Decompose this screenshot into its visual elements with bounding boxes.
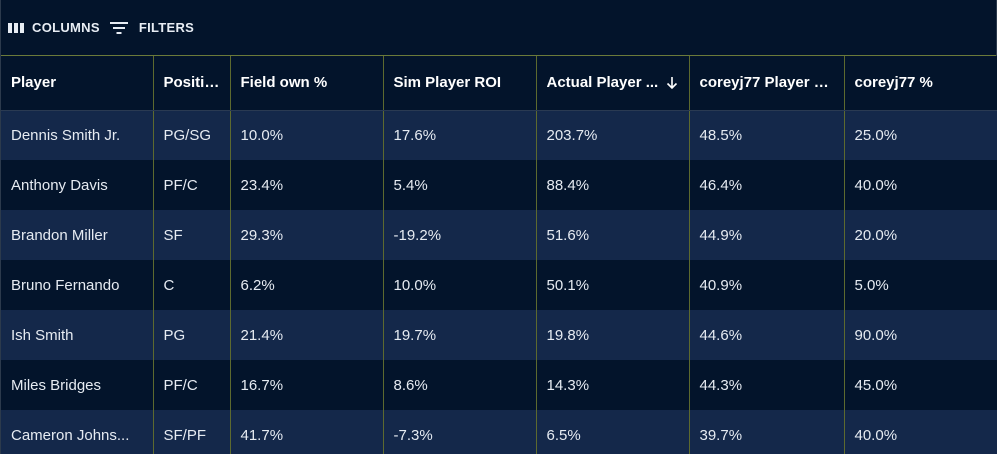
- cell-actual-player[interactable]: 88.4%: [536, 160, 690, 210]
- cell-sim-player-roi[interactable]: 10.0%: [383, 260, 537, 310]
- table-row[interactable]: Anthony Davis PF/C 23.4% 5.4% 88.4% 46.4% 40.0…: [1, 160, 997, 210]
- cell-player[interactable]: Bruno Fernando: [1, 260, 154, 310]
- cell-coreyj77-player-roi[interactable]: 44.9%: [689, 210, 845, 260]
- cell-player[interactable]: Ish Smith: [1, 310, 154, 360]
- cell-field-own[interactable]: 29.3%: [230, 210, 384, 260]
- filter-list-icon: [109, 21, 128, 35]
- cell-coreyj77-percent[interactable]: 5.0%: [844, 260, 997, 310]
- cell-player[interactable]: Miles Bridges: [1, 360, 154, 410]
- cell-player[interactable]: Cameron Johns...: [1, 410, 154, 454]
- cell-sim-player-roi[interactable]: 19.7%: [383, 310, 537, 360]
- table-row[interactable]: Dennis Smith Jr. PG/SG 10.0% 17.6% 203.7% 48.…: [1, 110, 997, 160]
- column-header-coreyj77-player-roi[interactable]: coreyj77 Player R...: [689, 56, 845, 111]
- cell-sim-player-roi[interactable]: 5.4%: [383, 160, 537, 210]
- players-table: Player Position Field own % Sim Player R…: [1, 56, 997, 454]
- cell-sim-player-roi[interactable]: 17.6%: [383, 110, 537, 160]
- cell-field-own[interactable]: 10.0%: [230, 110, 384, 160]
- cell-player[interactable]: Anthony Davis: [1, 160, 154, 210]
- table-row[interactable]: Brandon Miller SF 29.3% -19.2% 51.6% 44.9% 20.…: [1, 210, 997, 260]
- cell-actual-player[interactable]: 6.5%: [536, 410, 690, 454]
- view-column-icon: [8, 22, 24, 34]
- column-header-position[interactable]: Position: [153, 56, 231, 111]
- cell-coreyj77-percent[interactable]: 40.0%: [844, 410, 997, 454]
- table-row[interactable]: Miles Bridges PF/C 16.7% 8.6% 14.3% 44.3% 45.0…: [1, 360, 997, 410]
- cell-coreyj77-percent[interactable]: 20.0%: [844, 210, 997, 260]
- cell-coreyj77-percent[interactable]: 40.0%: [844, 160, 997, 210]
- column-header-sim-player-roi[interactable]: Sim Player ROI: [383, 56, 537, 111]
- table-row[interactable]: Ish Smith PG 21.4% 19.7% 19.8% 44.6% 90.0%: [1, 310, 997, 360]
- cell-actual-player[interactable]: 19.8%: [536, 310, 690, 360]
- cell-player[interactable]: Dennis Smith Jr.: [1, 110, 154, 160]
- cell-position[interactable]: PG: [153, 310, 231, 360]
- column-header-field-own[interactable]: Field own %: [230, 56, 384, 111]
- arrow-down-icon[interactable]: [665, 76, 679, 90]
- filters-label: FILTERS: [138, 20, 195, 35]
- grid-toolbar: COLUMNS FILTERS: [1, 0, 996, 56]
- columns-button[interactable]: COLUMNS: [8, 20, 100, 35]
- column-header-actual-player[interactable]: Actual Player ...: [536, 56, 690, 111]
- cell-coreyj77-player-roi[interactable]: 46.4%: [689, 160, 845, 210]
- cell-coreyj77-player-roi[interactable]: 40.9%: [689, 260, 845, 310]
- cell-coreyj77-player-roi[interactable]: 44.6%: [689, 310, 845, 360]
- cell-actual-player[interactable]: 14.3%: [536, 360, 690, 410]
- cell-coreyj77-player-roi[interactable]: 39.7%: [689, 410, 845, 454]
- column-header-player[interactable]: Player: [1, 56, 154, 111]
- column-header-coreyj77-percent[interactable]: coreyj77 %: [844, 56, 997, 111]
- table-row[interactable]: Bruno Fernando C 6.2% 10.0% 50.1% 40.9% 5.0%: [1, 260, 997, 310]
- cell-field-own[interactable]: 21.4%: [230, 310, 384, 360]
- cell-actual-player[interactable]: 203.7%: [536, 110, 690, 160]
- cell-sim-player-roi[interactable]: 8.6%: [383, 360, 537, 410]
- cell-coreyj77-percent[interactable]: 25.0%: [844, 110, 997, 160]
- cell-sim-player-roi[interactable]: -19.2%: [383, 210, 537, 260]
- cell-coreyj77-percent[interactable]: 90.0%: [844, 310, 997, 360]
- cell-position[interactable]: C: [153, 260, 231, 310]
- columns-label: COLUMNS: [32, 20, 100, 35]
- table-row[interactable]: Cameron Johns... SF/PF 41.7% -7.3% 6.5% 39.7%…: [1, 410, 997, 454]
- filters-button[interactable]: FILTERS: [109, 20, 195, 35]
- cell-actual-player[interactable]: 51.6%: [536, 210, 690, 260]
- cell-field-own[interactable]: 16.7%: [230, 360, 384, 410]
- cell-coreyj77-player-roi[interactable]: 48.5%: [689, 110, 845, 160]
- cell-actual-player[interactable]: 50.1%: [536, 260, 690, 310]
- cell-coreyj77-percent[interactable]: 45.0%: [844, 360, 997, 410]
- cell-field-own[interactable]: 41.7%: [230, 410, 384, 454]
- cell-position[interactable]: PF/C: [153, 160, 231, 210]
- cell-field-own[interactable]: 23.4%: [230, 160, 384, 210]
- cell-position[interactable]: SF: [153, 210, 231, 260]
- cell-sim-player-roi[interactable]: -7.3%: [383, 410, 537, 454]
- cell-field-own[interactable]: 6.2%: [230, 260, 384, 310]
- cell-position[interactable]: PF/C: [153, 360, 231, 410]
- cell-coreyj77-player-roi[interactable]: 44.3%: [689, 360, 845, 410]
- cell-position[interactable]: SF/PF: [153, 410, 231, 454]
- header-row: Player Position Field own % Sim Player R…: [1, 56, 997, 111]
- cell-player[interactable]: Brandon Miller: [1, 210, 154, 260]
- cell-position[interactable]: PG/SG: [153, 110, 231, 160]
